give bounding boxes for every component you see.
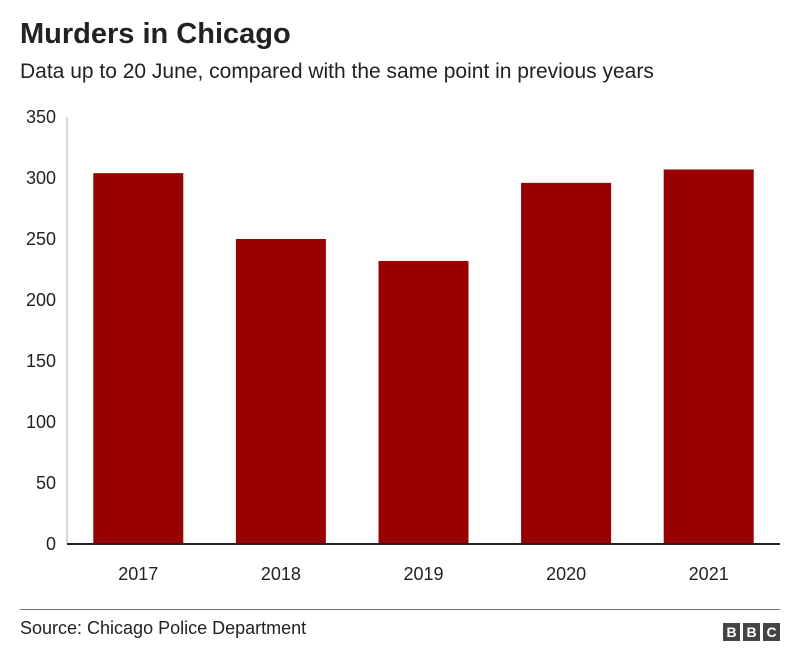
chart-title: Murders in Chicago xyxy=(20,18,291,50)
x-tick-label: 2019 xyxy=(403,564,443,584)
y-tick-label: 200 xyxy=(26,290,56,310)
y-tick-label: 300 xyxy=(26,168,56,188)
bar xyxy=(663,169,754,544)
chart-subtitle: Data up to 20 June, compared with the sa… xyxy=(20,60,654,83)
y-tick-label: 350 xyxy=(26,107,56,127)
footer-divider xyxy=(20,609,780,610)
bar xyxy=(93,173,184,544)
bbc-logo: B B C xyxy=(723,623,780,641)
bar xyxy=(378,260,469,544)
y-tick-label: 0 xyxy=(46,534,56,554)
bar xyxy=(521,182,612,544)
logo-letter: C xyxy=(763,623,780,641)
logo-letter: B xyxy=(723,623,740,641)
x-tick-label: 2018 xyxy=(261,564,301,584)
y-tick-label: 250 xyxy=(26,229,56,249)
y-tick-label: 150 xyxy=(26,351,56,371)
y-tick-label: 100 xyxy=(26,412,56,432)
logo-letter: B xyxy=(743,623,760,641)
x-tick-label: 2021 xyxy=(689,564,729,584)
bar xyxy=(235,239,326,544)
x-tick-label: 2020 xyxy=(546,564,586,584)
x-tick-label: 2017 xyxy=(118,564,158,584)
source-note: Source: Chicago Police Department xyxy=(20,618,307,638)
bar-chart: 0 50 100 150 200 250 300 350 2017 2018 2019 2020 202… xyxy=(26,107,780,584)
y-tick-label: 50 xyxy=(36,473,56,493)
